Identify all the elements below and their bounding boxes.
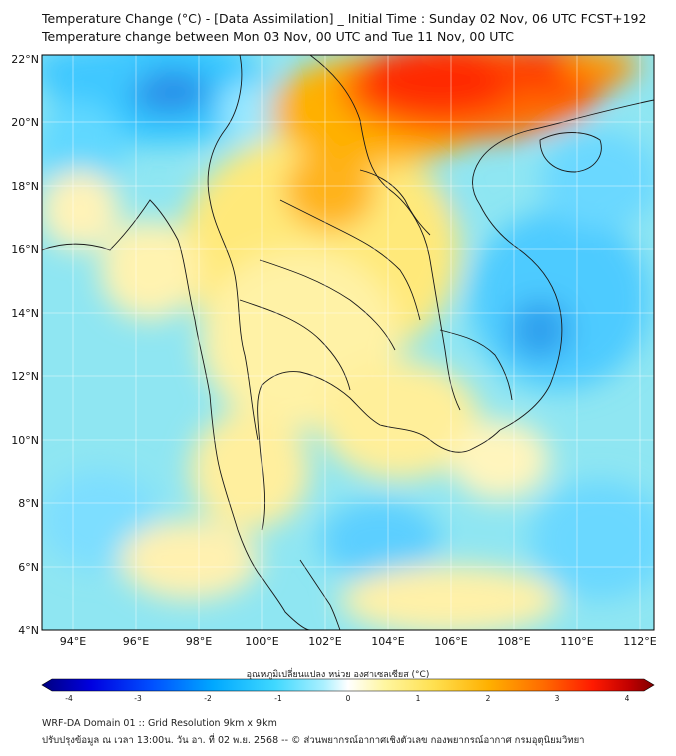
map-subtitle: Temperature change between Mon 03 Nov, 0…	[42, 29, 515, 44]
lat-label: 14°N	[11, 307, 39, 320]
colorbar-title: อุณหภูมิเปลี่ยนแปลง หน่วย องศาเซลเซียส (…	[246, 670, 430, 680]
coastlines	[42, 55, 654, 630]
lon-label: 94°E	[60, 635, 86, 648]
footer-credit: ปรับปรุงข้อมูล ณ เวลา 13:00น. วัน อา. ที…	[42, 735, 585, 746]
map-title: Temperature Change (°C) - [Data Assimila…	[42, 11, 647, 26]
lon-label: 104°E	[371, 635, 404, 648]
temperature-field	[42, 55, 654, 630]
colorbar-tick: 0	[346, 694, 351, 703]
colorbar-tick: 2	[486, 694, 491, 703]
lat-label: 8°N	[18, 497, 39, 510]
colorbar-tick: -3	[134, 694, 142, 703]
colorbar-tick: 3	[555, 694, 560, 703]
gridlines	[42, 55, 654, 630]
map-frame	[41, 54, 655, 631]
lon-label: 96°E	[123, 635, 149, 648]
colorbar-tick: -4	[65, 694, 73, 703]
lat-label: 20°N	[11, 116, 39, 129]
lat-label: 10°N	[11, 434, 39, 447]
lon-label: 110°E	[560, 635, 593, 648]
lon-label: 112°E	[623, 635, 656, 648]
lon-label: 106°E	[434, 635, 467, 648]
lon-label: 108°E	[497, 635, 530, 648]
footer-model-info: WRF-DA Domain 01 :: Grid Resolution 9km …	[42, 718, 277, 729]
lon-label: 100°E	[245, 635, 278, 648]
colorbar-tick: 1	[416, 694, 421, 703]
lat-label: 4°N	[18, 624, 39, 637]
latitude-labels: 22°N 20°N 18°N 16°N 14°N 12°N 10°N 8°N 6…	[11, 53, 39, 637]
colorbar-tick: -2	[204, 694, 212, 703]
lat-label: 6°N	[18, 561, 39, 574]
colorbar-gradient	[41, 678, 655, 692]
colorbar-tick: -1	[274, 694, 282, 703]
colorbar-tick: 4	[625, 694, 630, 703]
colorbar: -4 -3 -2 -1 0 1 2 3 4	[41, 678, 655, 703]
lon-label: 102°E	[308, 635, 341, 648]
longitude-labels: 94°E 96°E 98°E 100°E 102°E 104°E 106°E 1…	[60, 635, 657, 648]
lat-label: 22°N	[11, 53, 39, 66]
lat-label: 12°N	[11, 370, 39, 383]
lon-label: 98°E	[186, 635, 212, 648]
lat-label: 16°N	[11, 243, 39, 256]
lat-label: 18°N	[11, 180, 39, 193]
